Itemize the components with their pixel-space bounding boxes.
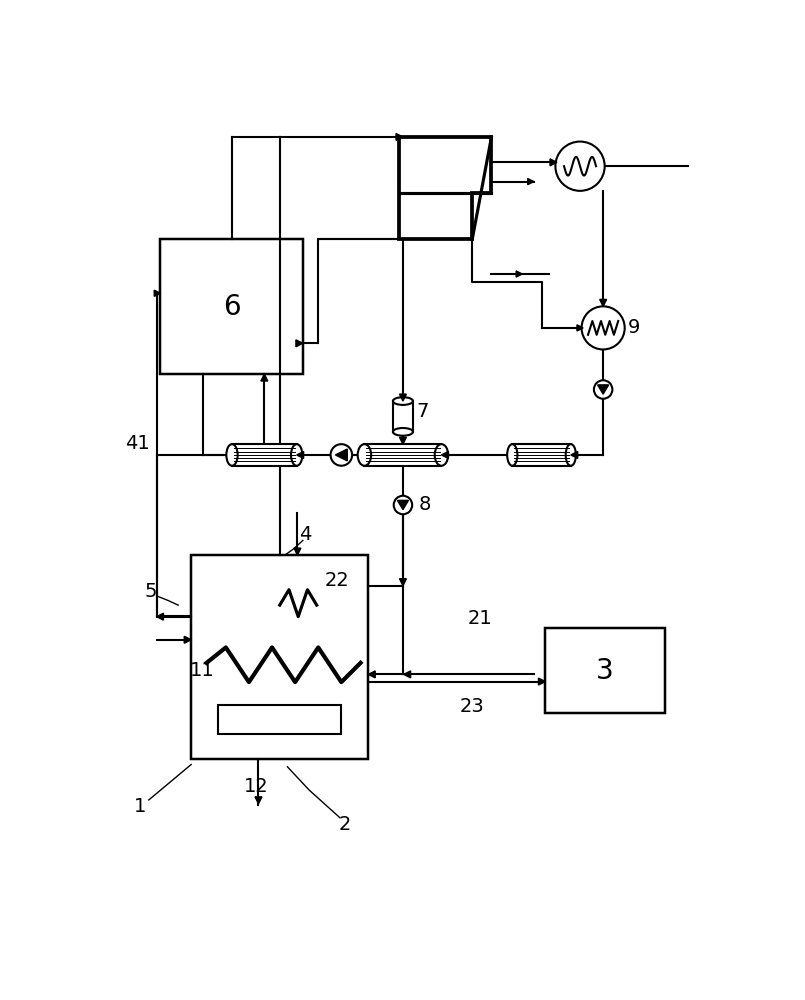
Ellipse shape xyxy=(226,444,237,466)
Bar xyxy=(160,239,303,374)
Polygon shape xyxy=(156,613,163,620)
Polygon shape xyxy=(577,325,583,331)
Polygon shape xyxy=(399,437,407,444)
Polygon shape xyxy=(398,500,408,510)
Text: 23: 23 xyxy=(460,697,485,716)
Text: 9: 9 xyxy=(628,318,640,337)
Polygon shape xyxy=(294,548,301,555)
Polygon shape xyxy=(399,579,407,586)
Bar xyxy=(546,628,665,713)
Polygon shape xyxy=(571,451,578,458)
Polygon shape xyxy=(296,340,303,347)
Text: 21: 21 xyxy=(468,609,493,628)
Polygon shape xyxy=(403,671,411,678)
Polygon shape xyxy=(550,159,557,166)
Polygon shape xyxy=(399,394,407,401)
Ellipse shape xyxy=(507,444,518,466)
Bar xyxy=(218,705,341,734)
Circle shape xyxy=(555,142,605,191)
Polygon shape xyxy=(396,133,403,140)
Text: 11: 11 xyxy=(190,661,215,680)
Circle shape xyxy=(594,380,613,399)
Polygon shape xyxy=(297,451,303,458)
Text: 22: 22 xyxy=(325,571,350,590)
Polygon shape xyxy=(184,636,191,643)
Polygon shape xyxy=(516,271,522,277)
Ellipse shape xyxy=(357,444,371,466)
Polygon shape xyxy=(336,449,347,461)
Bar xyxy=(232,444,297,466)
Text: 8: 8 xyxy=(419,495,431,514)
Polygon shape xyxy=(600,299,607,306)
Text: 12: 12 xyxy=(244,777,269,796)
Bar xyxy=(512,444,571,466)
Polygon shape xyxy=(597,385,609,394)
Text: 6: 6 xyxy=(223,293,241,321)
Ellipse shape xyxy=(435,444,448,466)
Polygon shape xyxy=(261,374,268,381)
Circle shape xyxy=(581,306,625,349)
Polygon shape xyxy=(441,451,448,458)
Polygon shape xyxy=(155,290,160,296)
Polygon shape xyxy=(368,671,375,678)
Ellipse shape xyxy=(393,428,413,436)
Ellipse shape xyxy=(566,444,576,466)
Text: 3: 3 xyxy=(597,657,614,685)
Bar xyxy=(365,444,441,466)
Circle shape xyxy=(394,496,412,514)
Text: 1: 1 xyxy=(134,797,146,816)
Polygon shape xyxy=(255,797,262,804)
Polygon shape xyxy=(539,678,546,685)
Polygon shape xyxy=(528,179,534,185)
Bar xyxy=(191,555,368,759)
Ellipse shape xyxy=(291,444,303,466)
Text: 5: 5 xyxy=(144,582,157,601)
Circle shape xyxy=(331,444,352,466)
Text: 7: 7 xyxy=(416,402,428,421)
Ellipse shape xyxy=(393,397,413,405)
Text: 41: 41 xyxy=(125,434,150,453)
Text: 4: 4 xyxy=(299,525,312,544)
Text: 2: 2 xyxy=(339,815,351,834)
